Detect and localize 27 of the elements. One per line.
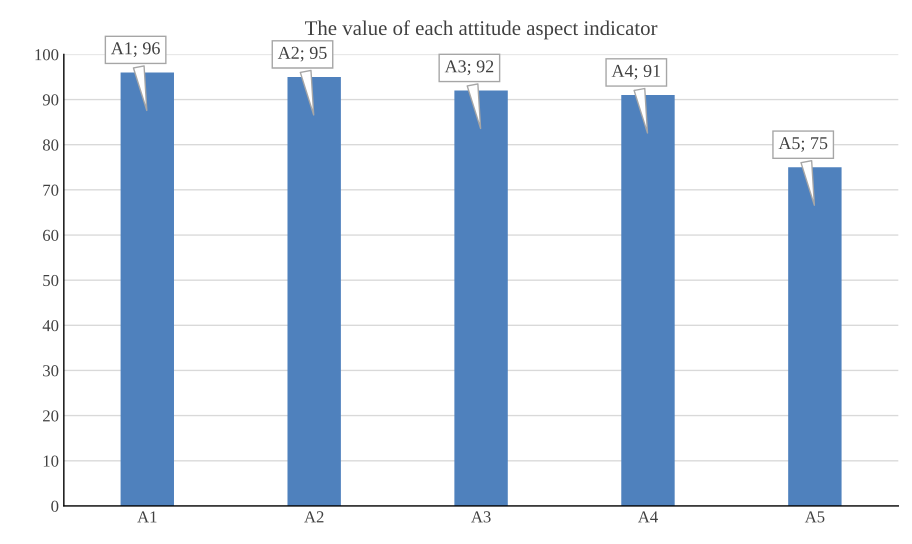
x-tick-label: A2: [304, 511, 324, 522]
y-tick-label: 80: [42, 139, 58, 151]
bar: [621, 95, 675, 506]
y-tick-label: 90: [42, 94, 58, 106]
x-tick-label: A4: [638, 511, 658, 522]
data-label: A4; 91: [612, 64, 660, 80]
bar: [120, 72, 174, 506]
data-label: A2; 95: [278, 46, 327, 62]
y-tick-label: 70: [43, 184, 58, 196]
y-tick-label: 60: [43, 230, 58, 241]
data-label: A1; 96: [110, 42, 160, 58]
bar: [788, 167, 842, 506]
data-label: A3; 92: [444, 60, 494, 76]
y-tick-label: 0: [51, 500, 58, 512]
x-tick-label: A5: [804, 511, 824, 523]
y-tick-label: 30: [43, 365, 58, 376]
y-tick-label: 20: [43, 410, 58, 422]
y-tick-label: 100: [35, 49, 58, 60]
y-tick-label: 50: [43, 274, 58, 286]
x-tick-label: A3: [471, 511, 491, 523]
y-tick-label: 10: [44, 455, 58, 467]
data-label: A5; 75: [778, 137, 828, 152]
y-tick-label: 40: [42, 320, 58, 332]
chart-title: The value of each attitude aspect indicator: [305, 20, 658, 40]
bar: [454, 90, 508, 506]
bar: [287, 76, 341, 506]
x-tick-label: A1: [137, 511, 156, 522]
